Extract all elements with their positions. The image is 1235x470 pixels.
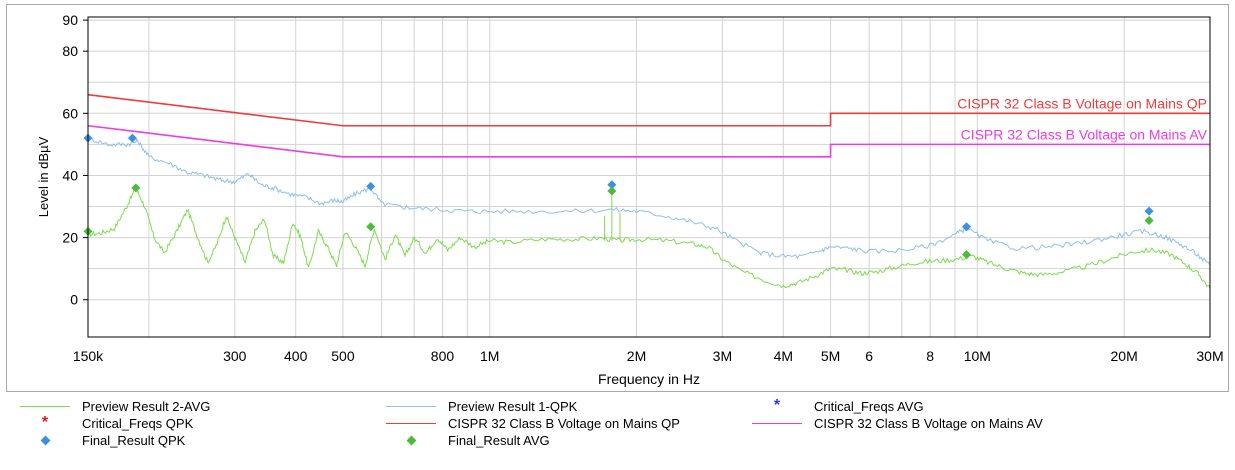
legend-swatch: * xyxy=(773,397,781,414)
grid-lines xyxy=(87,17,1211,337)
legend-item-cispr-32-class-b-voltage-on-mains-qp: CISPR 32 Class B Voltage on Mains QP xyxy=(386,415,680,431)
legend-swatch xyxy=(386,432,436,448)
legend-item-critical-freqs-avg: * Critical_Freqs AVG xyxy=(752,397,924,414)
series-preview-result-2-avg xyxy=(87,187,1211,289)
markers xyxy=(83,133,1154,260)
legend-label: Final_Result AVG xyxy=(448,432,550,448)
emission-chart: 90 80 60 40 20 0 150k 300 400 500 800 1M 2M 3M 4M 5M 6 8… xyxy=(36,12,1224,387)
marker-final-result-qpk xyxy=(607,180,617,190)
legend-swatch xyxy=(20,432,70,448)
x-tick-label: 4M xyxy=(774,348,793,364)
legend: Preview Result 2-AVG Preview Result 1-QPK… xyxy=(0,396,1235,470)
y-tick-label: 60 xyxy=(62,105,78,121)
legend-item-cispr-32-class-b-voltage-on-mains-av: CISPR 32 Class B Voltage on Mains AV xyxy=(752,415,1043,431)
legend-swatch xyxy=(20,398,70,414)
marker-final-result-qpk xyxy=(127,133,137,143)
marker-final-result-qpk xyxy=(366,181,376,191)
legend-label: Preview Result 1-QPK xyxy=(448,398,578,414)
y-tick-label: 40 xyxy=(62,167,78,183)
x-tick-label: 1M xyxy=(480,348,499,364)
av-limit-label: CISPR 32 Class B Voltage on Mains AV xyxy=(961,126,1208,142)
legend-swatch xyxy=(386,415,436,431)
series-cispr-32-class-b-voltage-on-mains-qp xyxy=(87,93,1210,127)
x-tick-label: 150k xyxy=(73,348,104,364)
legend-label: CISPR 32 Class B Voltage on Mains AV xyxy=(814,415,1043,431)
legend-label: Final_Result QPK xyxy=(82,432,186,448)
marker-final-result-avg xyxy=(131,183,141,193)
legend-label: CISPR 32 Class B Voltage on Mains QP xyxy=(448,415,680,431)
y-tick-label: 20 xyxy=(62,230,78,246)
legend-swatch xyxy=(386,398,436,414)
series-cispr-32-class-b-voltage-on-mains-av xyxy=(87,124,1210,158)
x-tick-label: 8 xyxy=(926,348,934,364)
y-tick-label: 0 xyxy=(70,292,78,308)
qp-limit-label: CISPR 32 Class B Voltage on Mains QP xyxy=(957,95,1207,111)
x-tick-label: 300 xyxy=(223,348,247,364)
x-axis-title: Frequency in Hz xyxy=(598,371,700,387)
chart-frame: 90 80 60 40 20 0 150k 300 400 500 800 1M 2M 3M 4M 5M 6 8… xyxy=(6,4,1229,392)
legend-item-preview-result-1-qpk: Preview Result 1-QPK xyxy=(386,398,577,414)
plot-area-border xyxy=(87,16,1211,338)
x-tick-label: 30M xyxy=(1196,348,1223,364)
y-tick-label: 90 xyxy=(62,12,78,28)
x-tick-label: 6 xyxy=(865,348,873,364)
marker-final-result-qpk xyxy=(1144,206,1154,216)
x-tick-label: 2M xyxy=(627,348,646,364)
y-tick-label: 80 xyxy=(62,43,78,59)
traces xyxy=(87,93,1211,289)
x-tick-label: 400 xyxy=(284,348,308,364)
y-axis-title: Level in dBµV xyxy=(36,136,51,217)
x-tick-label: 3M xyxy=(713,348,732,364)
limit-labels: CISPR 32 Class B Voltage on Mains QP CISP… xyxy=(957,95,1207,142)
x-tick-label: 5M xyxy=(821,348,840,364)
legend-item-critical-freqs-qpk: * Critical_Freqs QPK xyxy=(20,414,194,431)
x-tick-label: 800 xyxy=(431,348,455,364)
x-tick-label: 20M xyxy=(1111,348,1138,364)
series-preview-result-1-qpk xyxy=(87,136,1211,266)
marker-final-result-avg xyxy=(607,186,617,196)
marker-final-result-qpk xyxy=(961,222,971,232)
x-tick-label: 10M xyxy=(964,348,991,364)
marker-final-result-avg xyxy=(366,222,376,232)
legend-item-final-result-qpk: Final_Result QPK xyxy=(20,432,185,448)
legend-label: Preview Result 2-AVG xyxy=(82,398,211,414)
marker-final-result-avg xyxy=(961,250,971,260)
x-tick-label: 500 xyxy=(331,348,355,364)
legend-item-final-result-avg: Final_Result AVG xyxy=(386,432,550,448)
y-tick-labels: 90 80 60 40 20 0 xyxy=(62,12,88,308)
x-tick-labels: 150k 300 400 500 800 1M 2M 3M 4M 5M 6 8 10M 20M 30M xyxy=(73,348,1224,364)
legend-label: Critical_Freqs QPK xyxy=(82,415,194,431)
marker-final-result-avg xyxy=(1144,215,1154,225)
legend-swatch: * xyxy=(41,414,49,431)
legend-item-preview-result-2-avg: Preview Result 2-AVG xyxy=(20,398,210,414)
legend-label: Critical_Freqs AVG xyxy=(814,398,924,414)
legend-swatch xyxy=(752,415,802,431)
